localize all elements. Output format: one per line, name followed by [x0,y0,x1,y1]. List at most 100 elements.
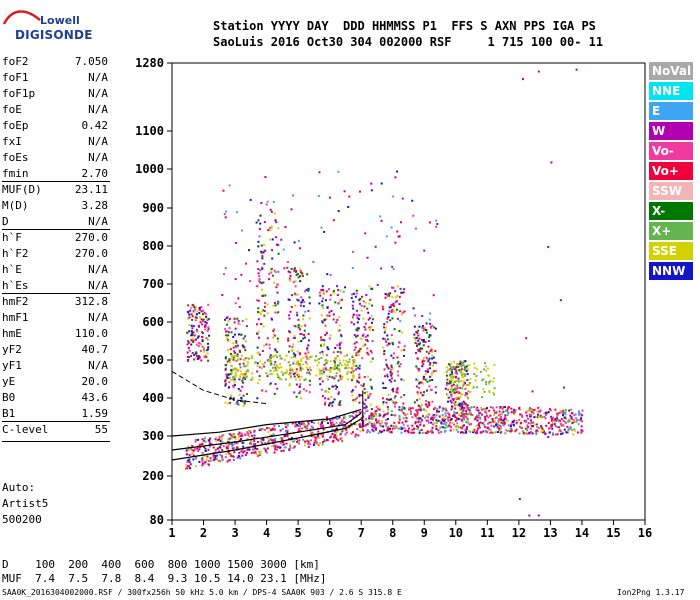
echo-point [460,403,463,406]
echo-point [390,334,393,337]
echo-point [324,403,327,406]
echo-point [269,208,272,211]
echo-point [533,423,536,426]
echo-point [364,301,367,304]
echo-point [442,426,445,429]
echo-point [269,360,272,363]
echo-point [287,361,290,364]
echo-point [491,417,494,420]
echo-point [237,433,240,436]
echo-point [371,318,374,321]
echo-point [339,374,342,377]
echo-point [257,268,260,271]
echo-point [329,367,332,370]
echo-point [266,303,269,306]
echo-point [291,294,294,297]
echo-point [526,417,529,420]
echo-point [192,454,195,457]
echo-point [206,318,209,321]
echo-point [207,326,210,329]
echo-point [413,427,416,430]
distance-row: D 100 200 400 600 800 1000 1500 3000 [km… [2,558,320,571]
echo-point [327,288,330,291]
echo-point [257,336,260,339]
echo-point [286,433,289,436]
echo-point [419,421,422,424]
echo-point [417,334,420,337]
echo-point [402,411,405,414]
echo-point [343,190,346,193]
echo-point [224,367,227,370]
echo-point [224,379,227,382]
echo-point [374,424,377,427]
echo-point [562,424,565,427]
echo-point [198,316,201,319]
legend-item-x-: X- [649,202,693,220]
echo-point [386,405,389,408]
echo-point [547,246,550,248]
echo-point [504,432,507,435]
echo-point [296,360,299,363]
echo-point [485,369,488,372]
echo-point [348,427,351,430]
echo-point [393,426,396,429]
echo-point [222,273,225,276]
echo-point [455,396,458,399]
echo-point [362,429,365,432]
echo-point [296,293,299,296]
echo-point [279,437,282,440]
echo-point [400,431,403,434]
echo-point [201,464,204,467]
echo-point [210,443,213,446]
echo-point [390,430,393,433]
echo-point [572,433,575,436]
echo-point [189,463,192,466]
echo-point [186,359,189,362]
param-separator [2,181,110,182]
echo-point [454,407,457,410]
echo-point [388,310,391,313]
echo-point [298,385,301,388]
echo-point [485,414,488,417]
echo-point [274,354,277,357]
echo-point [204,323,207,326]
echo-point [548,431,551,434]
echo-point [459,364,462,367]
echo-point [327,368,330,371]
echo-point [265,372,268,375]
param-value: 3.28 [81,199,109,212]
echo-point [286,431,289,434]
echo-point [382,410,385,413]
echo-point [427,339,430,342]
echo-point [294,285,297,288]
echo-point [240,373,243,376]
echo-point [202,318,205,321]
echo-point [498,410,501,413]
echo-point [474,418,477,421]
echo-point [264,450,267,453]
echo-point [385,358,388,361]
echo-point [300,375,303,378]
echo-point [551,423,554,426]
echo-point [448,424,451,427]
echo-point [412,214,415,217]
echo-point [368,394,371,397]
echo-point [563,428,566,431]
echo-point [386,344,389,347]
echo-point [380,219,383,222]
echo-point [447,412,450,415]
echo-point [185,464,188,467]
param-row: yF2 40.7 [2,343,108,359]
echo-point [241,229,244,232]
echo-point [475,424,478,427]
echo-point [417,404,420,407]
echo-point [505,429,508,432]
echo-point [421,325,424,328]
echo-point [197,438,200,441]
echo-point [445,409,448,412]
echo-point [208,442,211,445]
echo-point [379,430,382,433]
echo-point [396,170,399,173]
echo-point [550,425,553,428]
echo-point [459,418,462,421]
